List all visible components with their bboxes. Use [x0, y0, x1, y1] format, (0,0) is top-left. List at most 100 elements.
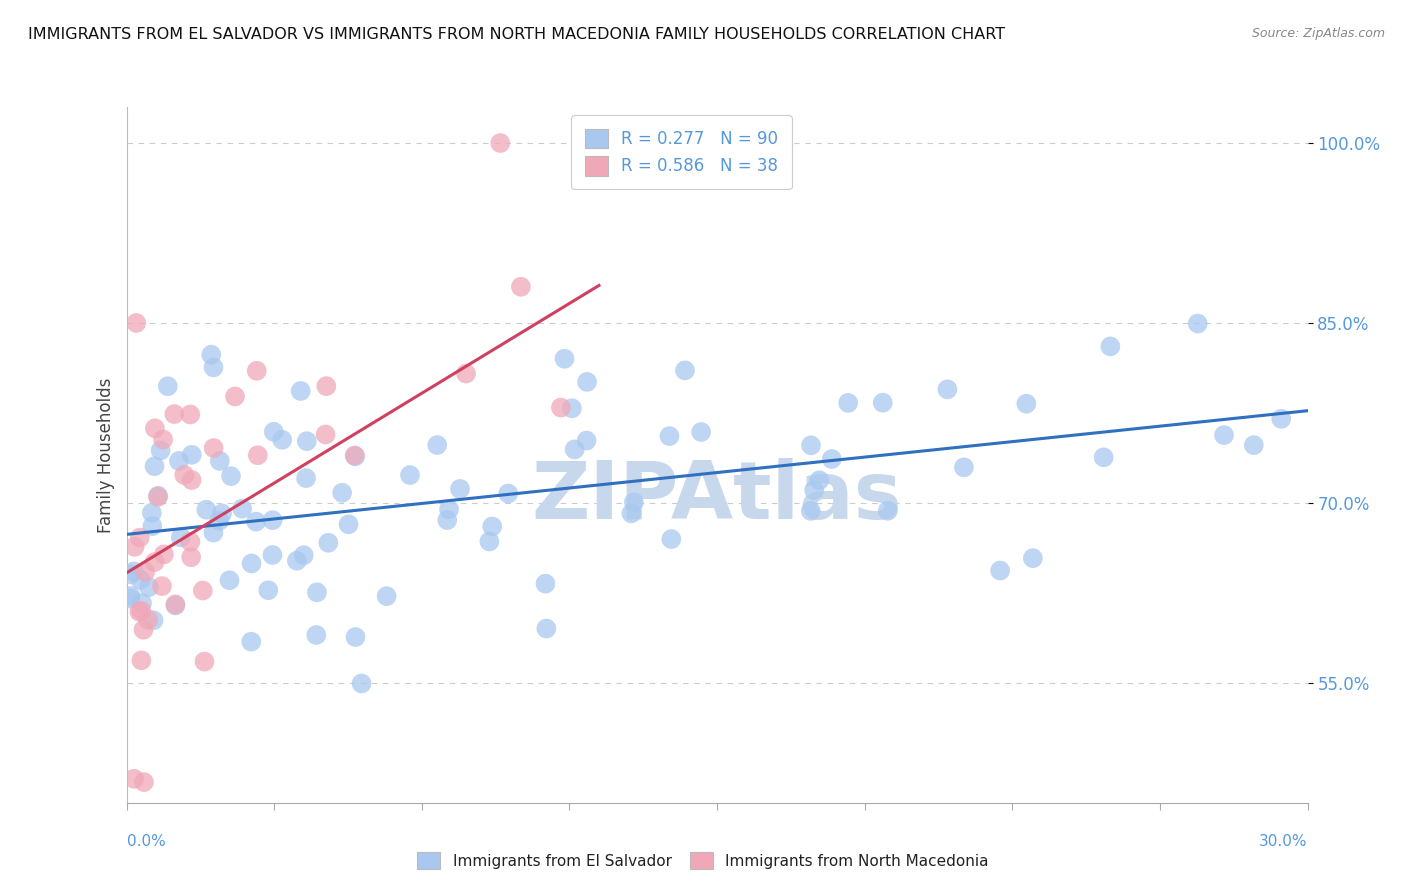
Point: [128, 605, 150, 619]
Point: [246, 364, 269, 378]
Point: [295, 434, 318, 449]
Point: [246, 448, 269, 462]
Point: [576, 375, 599, 389]
Point: [125, 316, 148, 330]
Point: [564, 442, 586, 457]
Point: [478, 534, 501, 549]
Point: [120, 591, 142, 606]
Point: [449, 482, 471, 496]
Point: [129, 573, 152, 587]
Point: [131, 596, 153, 610]
Point: [179, 408, 201, 422]
Point: [496, 486, 519, 500]
Point: [1243, 438, 1265, 452]
Point: [146, 490, 169, 504]
Point: [803, 483, 825, 497]
Point: [437, 502, 460, 516]
Point: [150, 579, 173, 593]
Point: [138, 580, 160, 594]
Point: [163, 407, 186, 421]
Point: [337, 517, 360, 532]
Point: [953, 460, 976, 475]
Point: [936, 382, 959, 396]
Point: [454, 367, 477, 381]
Point: [240, 557, 263, 571]
Point: [120, 567, 142, 582]
Point: [142, 613, 165, 627]
Point: [509, 280, 531, 294]
Point: [179, 534, 201, 549]
Point: [173, 467, 195, 482]
Point: [659, 532, 682, 546]
Point: [1270, 412, 1292, 426]
Point: [800, 438, 823, 452]
Point: [620, 507, 643, 521]
Point: [132, 775, 155, 789]
Point: [180, 550, 202, 565]
Point: [202, 441, 225, 455]
Point: [211, 507, 233, 521]
Point: [143, 459, 166, 474]
Legend: Immigrants from El Salvador, Immigrants from North Macedonia: Immigrants from El Salvador, Immigrants …: [412, 846, 994, 875]
Point: [195, 502, 218, 516]
Point: [872, 395, 894, 409]
Point: [1022, 551, 1045, 566]
Point: [305, 585, 328, 599]
Point: [131, 604, 153, 618]
Point: [821, 452, 844, 467]
Point: [191, 583, 214, 598]
Point: [1092, 450, 1115, 465]
Point: [489, 136, 512, 150]
Point: [218, 574, 240, 588]
Text: 30.0%: 30.0%: [1260, 834, 1308, 849]
Point: [1099, 339, 1122, 353]
Point: [1187, 317, 1209, 331]
Point: [800, 504, 823, 518]
Point: [808, 473, 831, 487]
Point: [200, 348, 222, 362]
Point: [436, 513, 458, 527]
Point: [534, 576, 557, 591]
Text: 0.0%: 0.0%: [127, 834, 166, 849]
Point: [208, 454, 231, 468]
Point: [361, 820, 384, 834]
Point: [165, 599, 187, 613]
Point: [1015, 397, 1038, 411]
Point: [152, 433, 174, 447]
Point: [550, 401, 572, 415]
Point: [170, 530, 193, 544]
Point: [202, 360, 225, 375]
Point: [292, 548, 315, 562]
Point: [318, 535, 340, 549]
Point: [290, 384, 312, 398]
Point: [658, 429, 681, 443]
Point: [690, 425, 713, 439]
Point: [623, 495, 645, 509]
Point: [561, 401, 583, 416]
Point: [271, 433, 294, 447]
Point: [231, 501, 253, 516]
Point: [315, 427, 337, 442]
Point: [167, 454, 190, 468]
Point: [122, 565, 145, 579]
Text: IMMIGRANTS FROM EL SALVADOR VS IMMIGRANTS FROM NORTH MACEDONIA FAMILY HOUSEHOLDS: IMMIGRANTS FROM EL SALVADOR VS IMMIGRANT…: [28, 27, 1005, 42]
Legend: R = 0.277   N = 90, R = 0.586   N = 38: R = 0.277 N = 90, R = 0.586 N = 38: [571, 115, 792, 189]
Point: [673, 363, 696, 377]
Point: [263, 425, 285, 439]
Point: [344, 630, 367, 644]
Y-axis label: Family Households: Family Households: [97, 377, 115, 533]
Point: [202, 525, 225, 540]
Text: ZIPAtlas: ZIPAtlas: [531, 458, 903, 536]
Point: [553, 351, 575, 366]
Point: [141, 519, 163, 533]
Point: [120, 589, 142, 603]
Point: [240, 634, 263, 648]
Point: [165, 597, 187, 611]
Text: Source: ZipAtlas.com: Source: ZipAtlas.com: [1251, 27, 1385, 40]
Point: [375, 589, 398, 603]
Point: [156, 379, 179, 393]
Point: [134, 565, 156, 579]
Point: [245, 515, 267, 529]
Point: [219, 469, 242, 483]
Point: [128, 531, 150, 545]
